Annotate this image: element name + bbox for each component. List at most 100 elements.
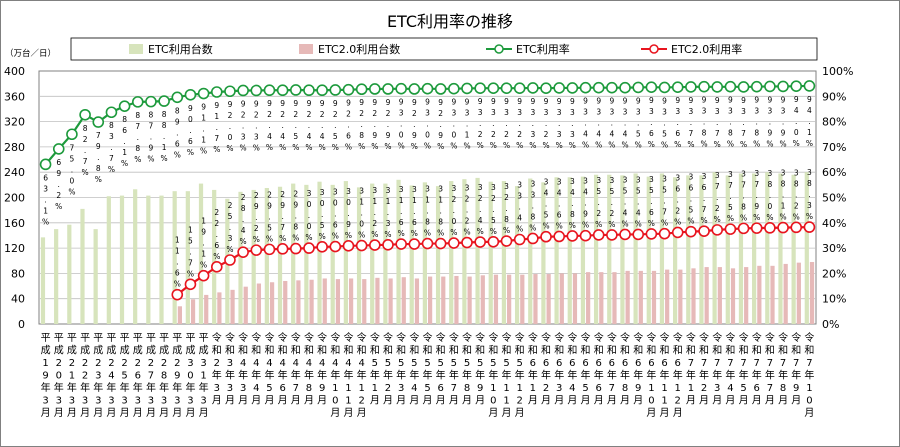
etc-rate-data-label: 9 2. 9%	[411, 98, 418, 151]
y-left-tick-label: 0	[18, 318, 25, 331]
x-tick-label: 令和 7 年 3 月	[712, 331, 722, 407]
x-tick-label: 令和 5 年 5 月	[423, 331, 433, 407]
etc-count-bar	[725, 175, 730, 324]
etc-rate-data-label: 9 2. 9%	[371, 98, 378, 151]
etc-rate-point	[171, 91, 184, 104]
etc-rate-point	[237, 84, 249, 97]
etc2-rate-point	[369, 239, 381, 251]
etc-rate-data-label: 9 3. 5%	[661, 96, 668, 149]
etc2-rate-point	[250, 244, 263, 256]
x-tick-label: 令和 6 年 2 月	[541, 331, 551, 407]
etc2-count-bar	[309, 279, 314, 324]
etc2-rate-data-label: 3 0. 5%	[319, 188, 326, 241]
etc2-count-bar	[809, 262, 815, 324]
etc2-rate-data-label: 3 3. 4%	[516, 180, 523, 233]
x-tick-label: 令和 4 年 9 月	[317, 331, 327, 407]
etc-rate-data-label: 9 3. 4%	[595, 97, 602, 150]
etc-rate-point	[606, 81, 618, 94]
x-tick-label: 平成 2 7 年 3 月	[146, 333, 156, 419]
legend-swatch-etc2-rate-marker	[649, 44, 659, 54]
etc-count-bar	[133, 189, 138, 324]
etc-count-bar	[106, 196, 111, 324]
etc-rate-data-label: 9 1. 7%	[213, 101, 220, 154]
etc-count-bar	[488, 181, 493, 324]
y-right-tick-label: 20%	[822, 267, 846, 280]
etc-rate-data-label: 9 2. 8%	[358, 98, 365, 151]
etc2-rate-data-label: 3 1. 8%	[437, 185, 444, 238]
etc-rate-point	[250, 84, 263, 97]
etc2-rate-point	[408, 238, 421, 250]
etc-rate-point	[777, 80, 789, 93]
x-tick-label: 令和 5 年 6 月	[436, 331, 446, 407]
etc-rate-data-label: 9 1. 1%	[200, 103, 207, 156]
etc2-rate-data-label: 3 5. 4%	[635, 175, 642, 228]
etc-rate-data-label: 9 3. 2%	[503, 97, 510, 150]
etc2-rate-point	[263, 243, 276, 256]
etc-rate-point	[711, 81, 724, 93]
x-tick-label: 令和 7 年 1 月	[686, 331, 696, 407]
etc-rate-data-label: 9 2. 4%	[266, 99, 273, 152]
etc-count-bar	[791, 174, 796, 324]
etc2-rate-point	[803, 221, 816, 233]
etc-count-bar	[593, 174, 599, 324]
etc-rate-point	[724, 80, 737, 93]
etc-rate-data-label: 7 5. 0%	[68, 143, 75, 196]
etc2-rate-point	[540, 230, 552, 243]
etc-rate-data-label: 9 2. 9%	[437, 98, 444, 151]
etc-count-bar	[383, 183, 388, 324]
etc-rate-data-label: 9 3. 3%	[569, 97, 576, 150]
etc-rate-point	[316, 84, 328, 97]
etc2-rate-point	[184, 278, 197, 291]
x-tick-label: 平成 1 9 年 3 月	[41, 333, 51, 419]
etc2-rate-point	[619, 228, 631, 241]
etc-rate-point	[39, 158, 52, 171]
etc-rate-data-label: 8 6. 1%	[121, 115, 128, 168]
x-tick-label: 平成 2 8 年 3 月	[159, 333, 169, 419]
legend-swatch-etc-count	[129, 44, 143, 54]
etc2-count-bar	[730, 268, 736, 324]
etc-count-bar	[40, 237, 46, 324]
etc-count-bar	[54, 229, 59, 324]
etc2-count-bar	[296, 280, 301, 324]
y-left-tick-label: 120	[4, 242, 25, 255]
etc-rate-point	[355, 83, 368, 96]
etc-count-bar	[607, 174, 612, 324]
etc2-rate-data-label: 2 8. 4%	[240, 193, 247, 246]
etc2-rate-data-label: 3 2. 4%	[477, 183, 484, 236]
etc2-rate-data-label: 2 9. 8%	[292, 190, 299, 243]
x-tick-label: 令和 5 年 1 1 月	[502, 331, 512, 419]
etc-rate-data-label: 9 3. 2%	[490, 97, 497, 150]
etc2-count-bar	[269, 282, 275, 324]
etc-rate-data-label: 8 7. 8%	[134, 111, 141, 164]
etc2-rate-data-label: 3 0. 9%	[345, 187, 352, 240]
etc-rate-data-label: 9 3. 9%	[780, 95, 787, 148]
etc2-count-bar	[230, 289, 235, 324]
etc2-rate-data-label: 1 9. 1%	[200, 217, 207, 270]
etc-count-bar	[501, 181, 507, 324]
x-tick-label: 令和 7 年 2 月	[699, 331, 709, 407]
etc-count-bar	[804, 172, 809, 324]
etc-rate-data-label: 9 3. 7%	[740, 96, 747, 149]
etc2-rate-data-label: 3 7. 8%	[740, 169, 747, 222]
etc2-count-bar	[217, 292, 222, 324]
etc-count-bar	[212, 189, 217, 324]
etc-rate-point	[329, 84, 342, 96]
etc2-rate-point	[698, 225, 710, 237]
etc2-rate-point	[527, 232, 539, 245]
etc2-rate-data-label: 3 2. 8%	[503, 182, 510, 235]
etc-rate-point	[803, 80, 816, 92]
x-tick-label: 平成 2 3 年 3 月	[93, 333, 103, 419]
etc2-rate-point	[237, 246, 249, 258]
etc2-count-bar	[770, 265, 775, 324]
etc-count-bar	[528, 178, 533, 324]
etc2-rate-data-label: 3 1. 6%	[398, 185, 405, 238]
etc2-rate-data-label: 3 2. 5%	[490, 183, 497, 236]
x-tick-label: 令和 4 年 3 月	[238, 331, 248, 407]
x-tick-label: 令和 4 年 8 月	[304, 331, 314, 407]
etc2-count-bar	[533, 274, 538, 324]
etc2-count-bar	[322, 278, 327, 324]
x-tick-label: 令和 5 年 1 2 月	[515, 331, 525, 419]
x-tick-label: 令和 4 年 6 月	[278, 331, 288, 407]
etc-count-bar	[277, 186, 283, 324]
etc2-rate-data-label: 3 4. 8%	[569, 177, 576, 230]
